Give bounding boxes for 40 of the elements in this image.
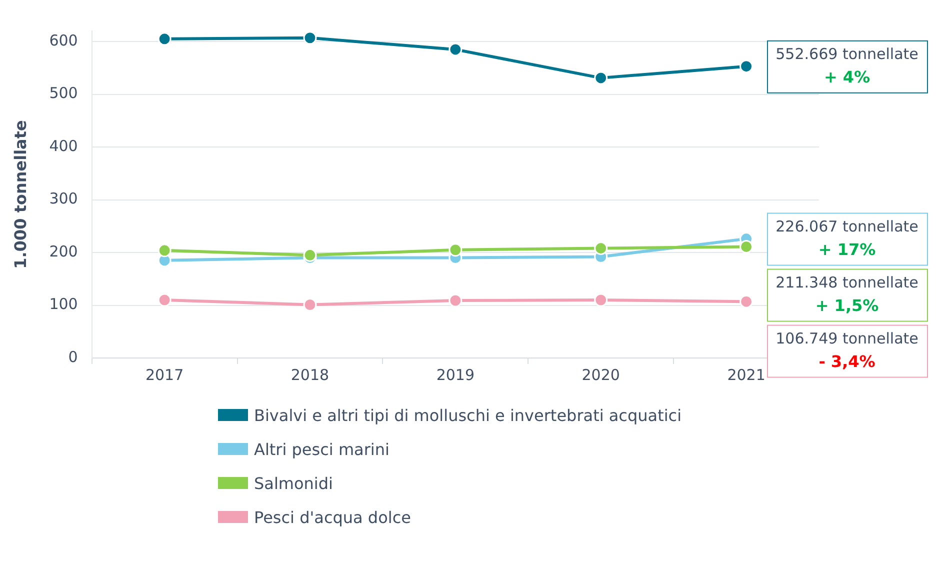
point (303, 31, 317, 45)
annotation: 211.348 tonnellate (776, 274, 918, 292)
y-axis-title: 1.000 tonnellate (10, 120, 30, 269)
legend-label: Salmonidi (254, 474, 333, 492)
point (740, 60, 754, 74)
annotation: 226.067 tonnellate (776, 218, 918, 236)
point (158, 293, 172, 307)
point (448, 42, 462, 56)
y-tick-label: 100 (49, 295, 78, 314)
point (594, 71, 608, 85)
point (303, 298, 317, 312)
point (740, 294, 754, 308)
text: + 4% (824, 67, 870, 86)
legend-label: Bivalvi e altri tipi di molluschi e invertebrati acquatici (254, 406, 682, 424)
point (158, 244, 172, 258)
y-tick-label: 300 (49, 190, 78, 208)
annotation: + 1,5% (815, 296, 879, 315)
annotation: 106.749 tonnellate (776, 330, 918, 348)
x-tick-label: 2020 (582, 366, 620, 384)
point (448, 243, 462, 257)
point (158, 32, 172, 46)
y-tick-label: 500 (49, 84, 78, 102)
point (594, 242, 608, 256)
x-tick-label: 2017 (145, 366, 184, 384)
annotation: + 17% (818, 240, 876, 259)
point (303, 248, 317, 262)
y-tick-label: 400 (49, 136, 78, 155)
legend-label: Altri pesci marini (254, 440, 390, 458)
y-tick-label: 600 (49, 31, 78, 50)
point (448, 294, 462, 308)
annotation: - 3,4% (818, 352, 876, 371)
x-tick-label: 2021 (727, 366, 766, 384)
y-tick-label: 0 (68, 348, 78, 366)
annotation: 552.669 tonnellate (776, 45, 918, 64)
point (740, 240, 754, 254)
x-tick-label: 2019 (436, 366, 475, 384)
x-tick-label: 2018 (290, 366, 330, 384)
y-tick-label: 200 (49, 242, 78, 260)
point (594, 293, 608, 307)
legend-label: Pesci d'acqua dolce (254, 508, 411, 526)
